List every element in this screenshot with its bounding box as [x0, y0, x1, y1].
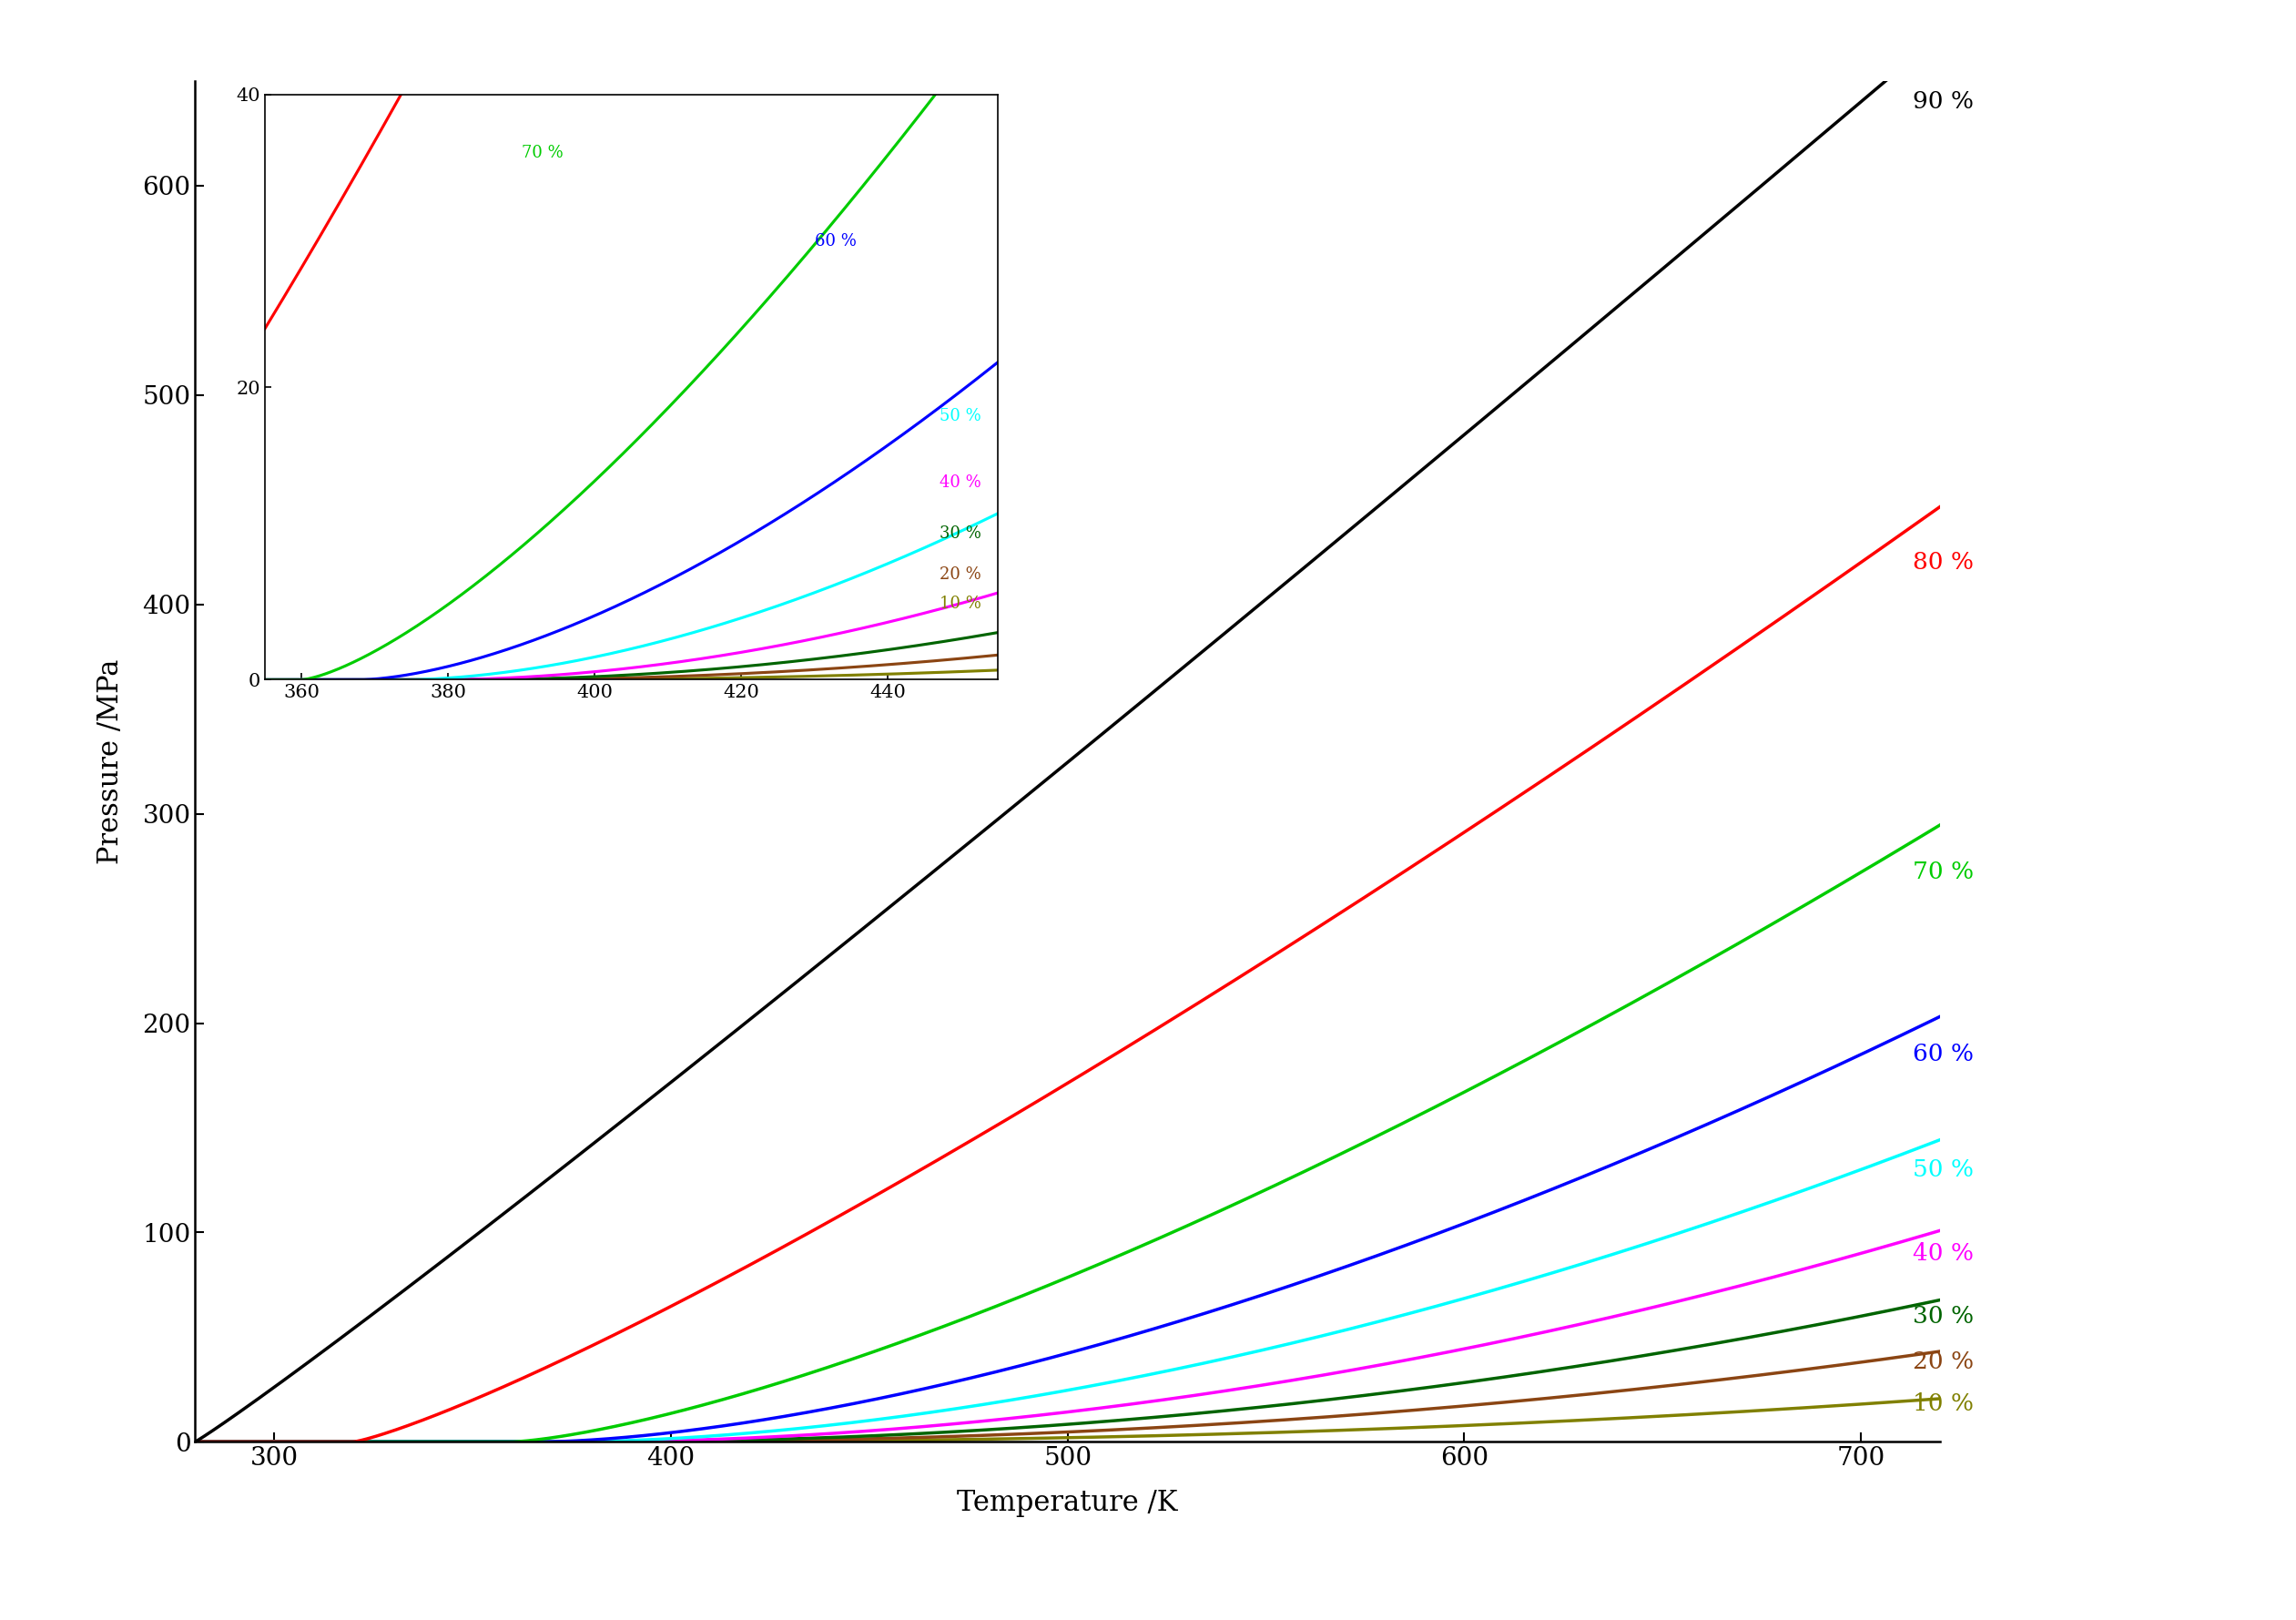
Text: 50 %: 50 %: [1913, 1158, 1972, 1181]
Text: 30 %: 30 %: [1913, 1304, 1975, 1327]
Text: 40 %: 40 %: [1913, 1243, 1972, 1265]
Text: 70 %: 70 %: [1913, 860, 1975, 885]
Text: 20 %: 20 %: [1913, 1351, 1975, 1374]
Text: 60 %: 60 %: [1913, 1043, 1972, 1066]
Text: 90 %: 90 %: [1913, 91, 1972, 113]
Y-axis label: Pressure /MPa: Pressure /MPa: [96, 659, 124, 863]
Text: 80 %: 80 %: [1913, 551, 1972, 573]
Text: 10 %: 10 %: [1913, 1393, 1972, 1416]
X-axis label: Temperature /K: Temperature /K: [957, 1489, 1178, 1516]
